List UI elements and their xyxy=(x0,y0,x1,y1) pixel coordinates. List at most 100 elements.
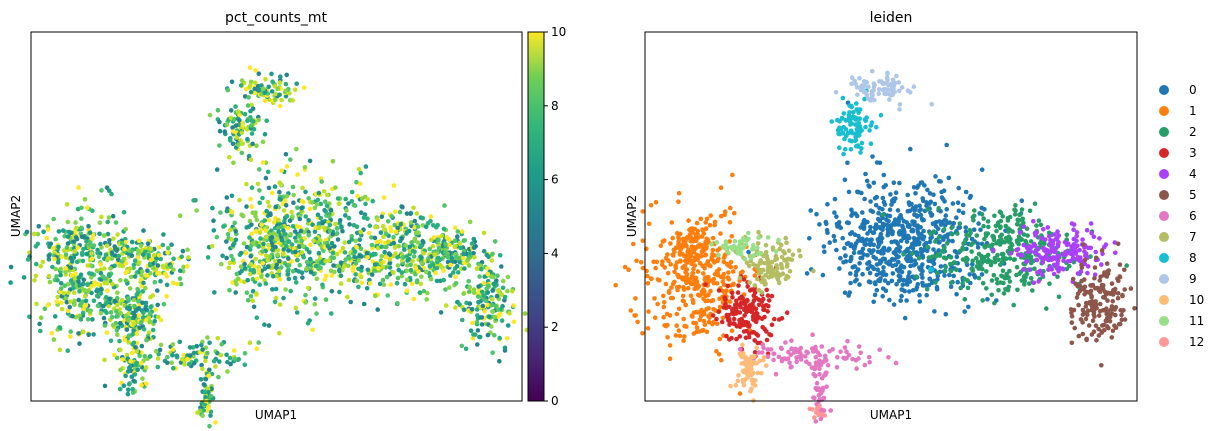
scatter-point xyxy=(659,262,665,268)
scatter-point xyxy=(955,231,960,236)
scatter-point xyxy=(135,286,140,292)
scatter-point xyxy=(883,91,889,97)
scatter-point xyxy=(812,415,817,420)
scatter-point xyxy=(1089,304,1095,309)
scatter-point xyxy=(807,406,812,412)
scatter-point xyxy=(156,253,162,258)
scatter-point xyxy=(768,264,773,270)
scatter-point xyxy=(323,273,329,279)
scatter-point xyxy=(462,238,468,243)
scatter-point xyxy=(144,381,149,387)
scatter-point xyxy=(218,352,224,358)
scatter-point xyxy=(862,96,867,102)
scatter-point xyxy=(170,342,176,347)
scatter-point xyxy=(818,416,824,422)
scatter-point xyxy=(340,245,346,251)
scatter-point xyxy=(78,303,83,308)
scatter-point xyxy=(312,205,318,211)
scatter-point xyxy=(21,275,27,280)
scatter-point xyxy=(761,355,767,360)
scatter-point xyxy=(127,286,133,291)
scatter-point xyxy=(311,238,316,244)
scatter-point xyxy=(158,278,163,284)
scatter-point xyxy=(947,272,952,278)
legend-label: 5 xyxy=(1189,188,1197,202)
scatter-point xyxy=(756,287,762,293)
scatter-point xyxy=(622,264,628,270)
scatter-point xyxy=(849,138,854,144)
scatter-point xyxy=(303,189,308,195)
scatter-point xyxy=(908,244,914,250)
scatter-point xyxy=(135,248,141,253)
scatter-point xyxy=(886,355,891,360)
scatter-point xyxy=(956,185,961,191)
scatter-point xyxy=(744,362,749,368)
scatter-point xyxy=(354,244,360,250)
scatter-point xyxy=(254,315,260,321)
scatter-point xyxy=(364,250,370,256)
scatter-point xyxy=(645,281,651,286)
scatter-point xyxy=(316,221,322,226)
scatter-point xyxy=(730,172,735,178)
scatter-point xyxy=(807,236,812,241)
scatter-point xyxy=(967,272,972,277)
scatter-point xyxy=(1089,295,1094,300)
scatter-point xyxy=(682,323,687,329)
scatter-point xyxy=(1014,264,1020,270)
scatter-point xyxy=(372,235,378,241)
scatter-point xyxy=(956,208,962,214)
scatter-point xyxy=(299,250,305,255)
scatter-point xyxy=(918,180,924,185)
legend-marker xyxy=(1159,211,1169,221)
scatter-point xyxy=(1124,263,1129,268)
scatter-point xyxy=(273,244,278,250)
scatter-point xyxy=(911,84,917,89)
scatter-point xyxy=(50,264,55,270)
scatter-point xyxy=(434,225,439,230)
scatter-point xyxy=(816,410,821,416)
scatter-point xyxy=(861,226,867,231)
scatter-point xyxy=(421,288,427,294)
scatter-point xyxy=(94,293,100,299)
scatter-point xyxy=(1084,336,1089,342)
scatter-point xyxy=(73,229,78,235)
scatter-point xyxy=(985,259,990,265)
scatter-point xyxy=(1075,291,1081,297)
scatter-point xyxy=(743,368,749,374)
scatter-point xyxy=(257,188,262,193)
scatter-point xyxy=(782,258,787,263)
scatter-point xyxy=(819,344,825,349)
scatter-point xyxy=(395,301,400,306)
scatter-point xyxy=(286,276,292,282)
scatter-point xyxy=(266,84,272,90)
scatter-point xyxy=(68,299,73,304)
scatter-point xyxy=(249,123,254,128)
scatter-point xyxy=(98,291,104,296)
scatter-point xyxy=(876,210,881,216)
scatter-point xyxy=(73,271,78,277)
scatter-point xyxy=(1119,312,1124,318)
scatter-point xyxy=(266,217,272,223)
scatter-point xyxy=(703,220,708,225)
scatter-point xyxy=(772,316,777,322)
scatter-point xyxy=(119,240,125,246)
scatter-point xyxy=(404,268,410,274)
scatter-point xyxy=(870,154,875,159)
scatter-point xyxy=(139,382,144,388)
scatter-point xyxy=(229,209,235,215)
scatter-point xyxy=(301,85,307,91)
scatter-point xyxy=(857,124,862,129)
scatter-point xyxy=(79,225,84,231)
legend-marker xyxy=(1159,127,1169,137)
scatter-point xyxy=(467,251,473,256)
scatter-point xyxy=(219,342,224,347)
scatter-point xyxy=(198,377,204,382)
scatter-point xyxy=(1040,260,1046,265)
scatter-point xyxy=(854,101,859,106)
scatter-point xyxy=(1060,252,1066,257)
scatter-point xyxy=(1040,272,1045,278)
scatter-point xyxy=(432,252,437,257)
scatter-point xyxy=(463,346,469,352)
scatter-point xyxy=(978,227,983,233)
scatter-point xyxy=(135,367,140,373)
